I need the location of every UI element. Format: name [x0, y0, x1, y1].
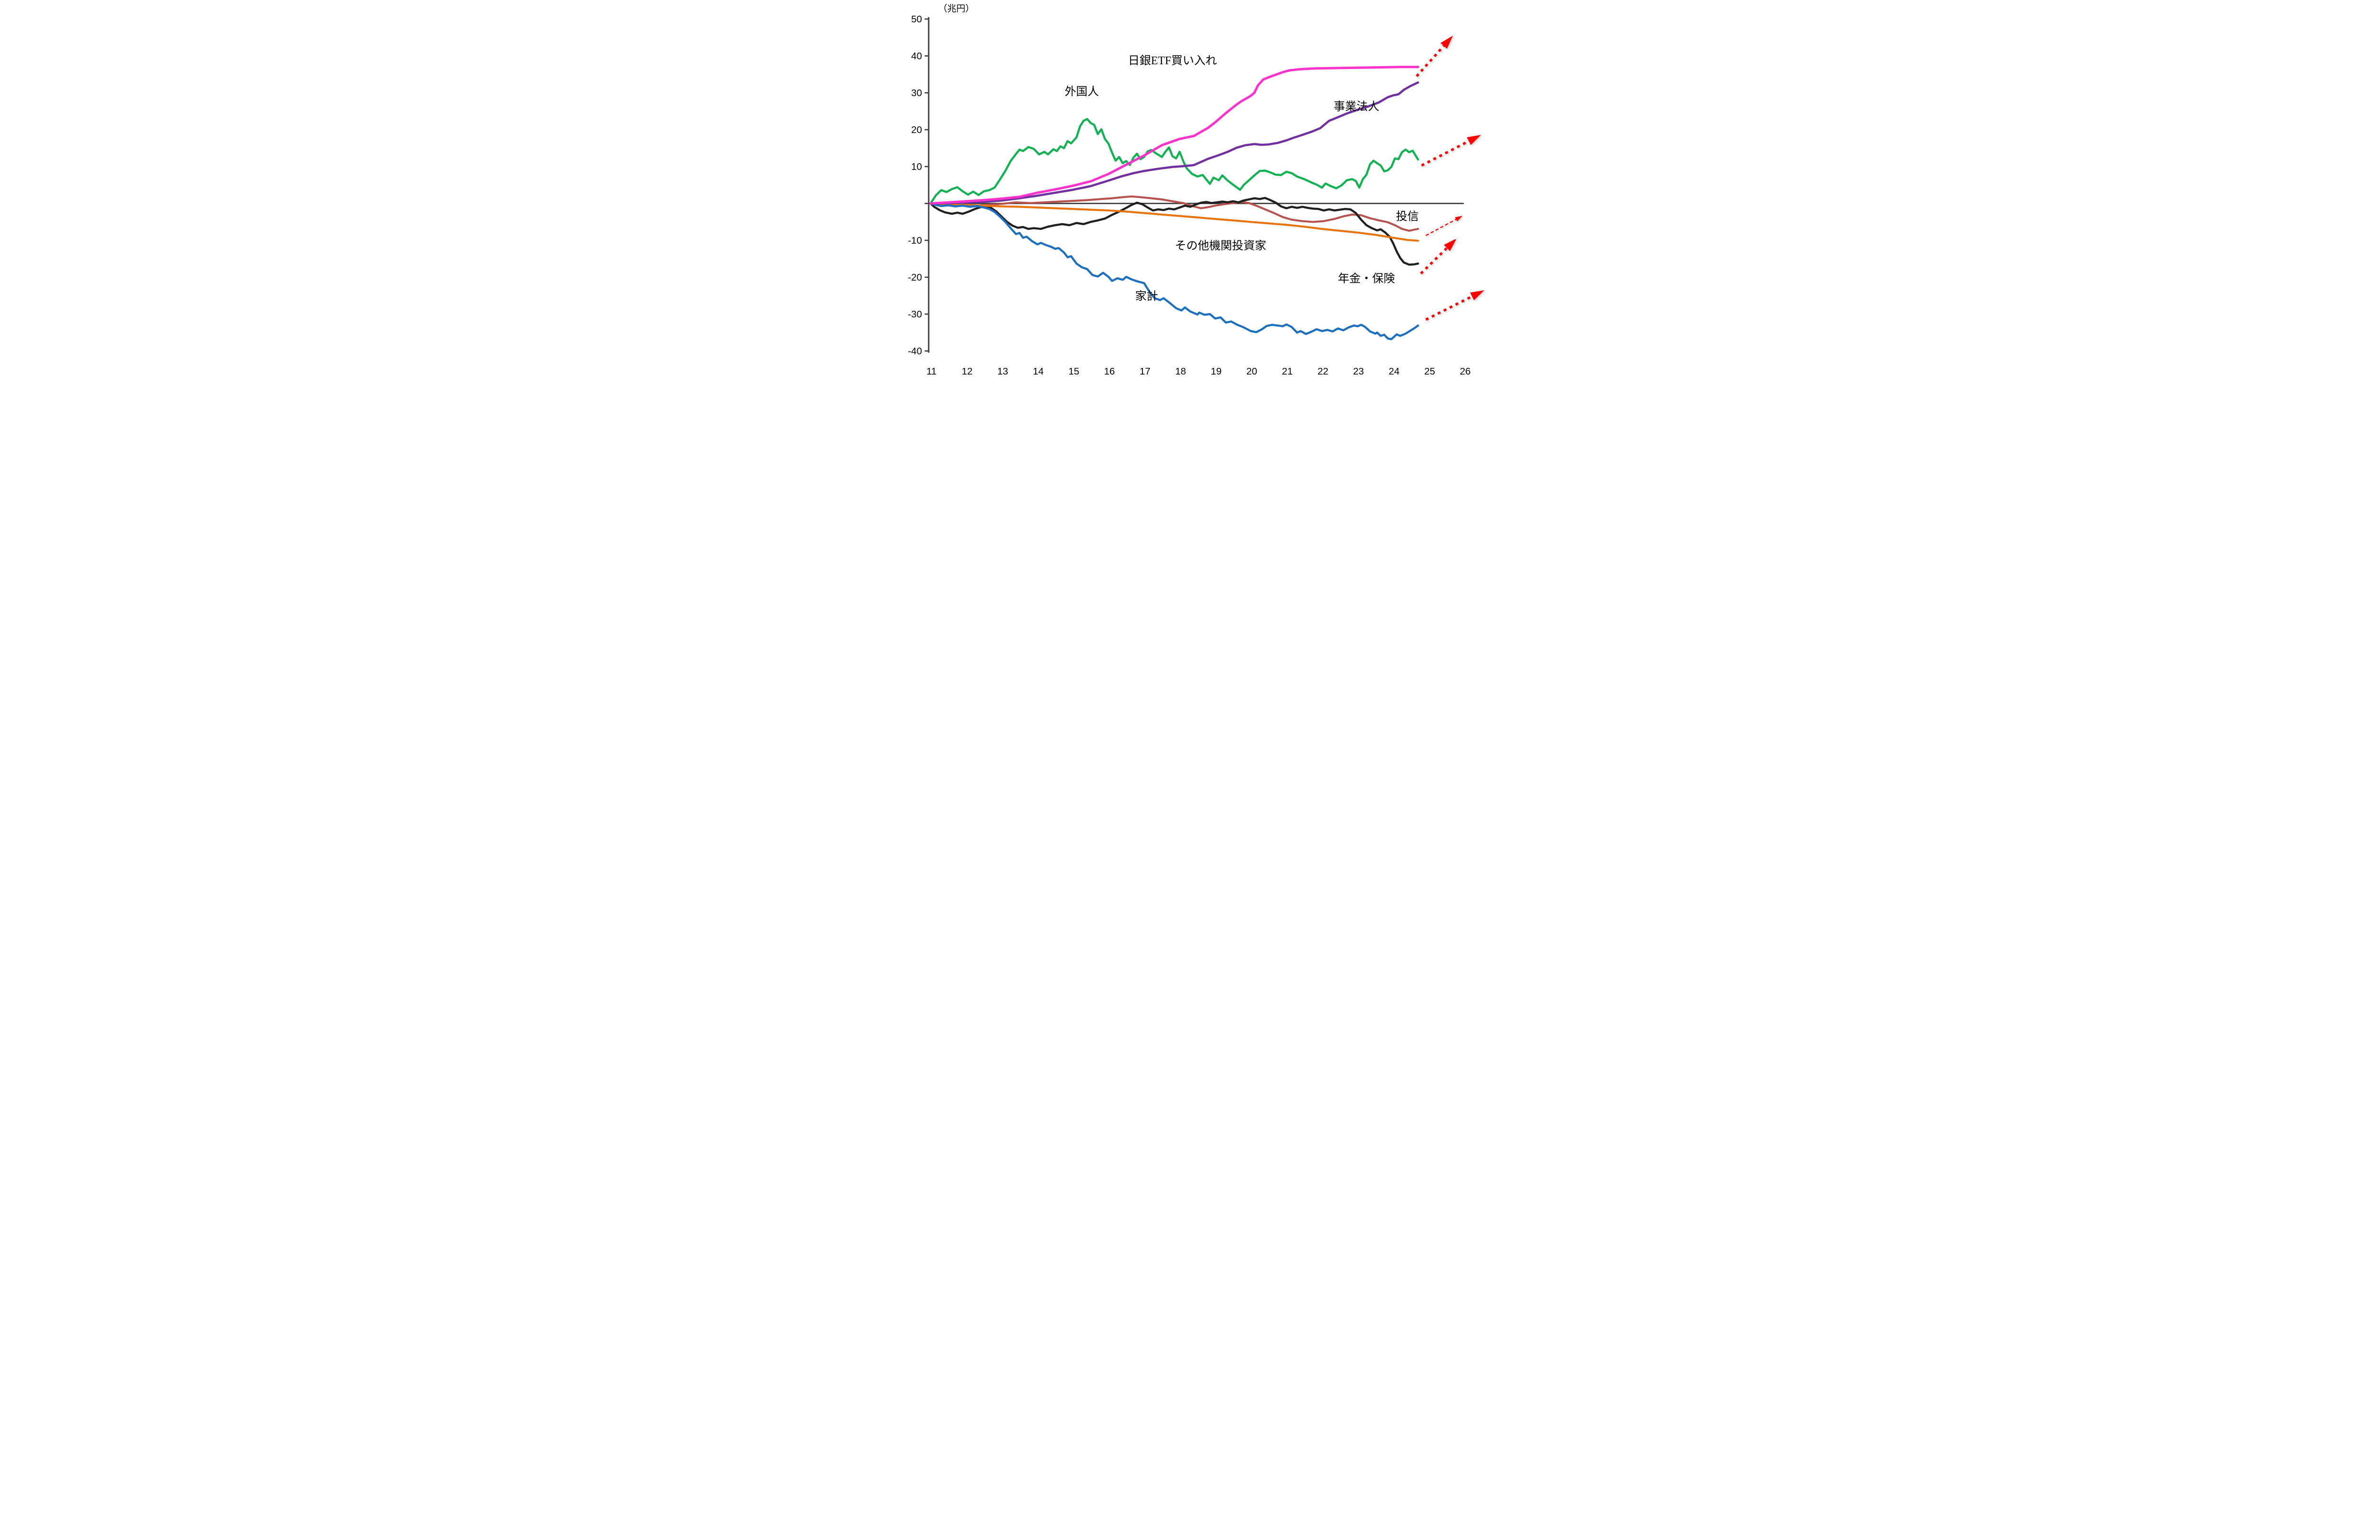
x-tick-label-24: 24 [1388, 366, 1399, 377]
series-line-foreigners [929, 118, 1419, 205]
forecast-arrow-foreigners-arrow [1421, 135, 1481, 167]
annotation-label-boj-etf: 日銀ETF買い入れ [1128, 54, 1217, 67]
x-tick-label-13: 13 [997, 366, 1008, 377]
line-chart: 50 40 30 20 10 -10 -20 -30 -40 （兆円） 11 12 13 14 15 16 17… [908, 3, 1485, 377]
x-tick-label-15: 15 [1069, 366, 1080, 377]
x-tick-label-11: 11 [926, 366, 936, 377]
series-line-pension-insurance [929, 197, 1419, 266]
x-tick-label-23: 23 [1353, 366, 1364, 377]
x-tick-label-17: 17 [1140, 366, 1150, 377]
chart-container: 50 40 30 20 10 -10 -20 -30 -40 （兆円） 11 12 13 14 15 16 17… [892, 0, 1488, 385]
x-tick-label-25: 25 [1424, 366, 1435, 377]
series-line-other-institutions [929, 202, 1419, 242]
y-axis-unit-label: （兆円） [938, 3, 974, 14]
annotation-label-invest-trusts: 投信 [1396, 210, 1419, 223]
y-tick-label-30: 30 [911, 88, 922, 99]
y-tick-label--10: -10 [908, 235, 922, 246]
forecast-arrow-corporations-arrow [1416, 35, 1453, 77]
y-tick-label--30: -30 [908, 309, 922, 320]
x-tick-label-19: 19 [1211, 366, 1222, 377]
x-tick-label-16: 16 [1104, 366, 1115, 377]
y-tick-label-50: 50 [911, 14, 922, 25]
x-tick-label-21: 21 [1282, 366, 1293, 377]
annotation-label-other-institutions: その他機関投資家 [1175, 239, 1266, 252]
y-tick-label-40: 40 [911, 51, 922, 62]
x-tick-label-14: 14 [1033, 366, 1044, 377]
annotation-label-households: 家計 [1135, 290, 1158, 303]
annotation-label-pension-insurance: 年金・保険 [1338, 272, 1395, 285]
series-line-corporations [929, 81, 1419, 205]
forecast-arrow-households-arrow [1425, 290, 1485, 321]
x-tick-label-18: 18 [1175, 366, 1186, 377]
annotation-label-corporations: 事業法人 [1334, 100, 1379, 113]
series-line-invest-trusts [929, 195, 1419, 232]
forecast-arrow-invest-trusts-arrow [1425, 216, 1463, 236]
y-tick-label-10: 10 [911, 161, 922, 172]
x-tick-label-26: 26 [1460, 366, 1471, 377]
series-line-boj-etf [929, 66, 1419, 205]
annotation-label-foreigners: 外国人 [1065, 85, 1099, 98]
y-tick-label-20: 20 [911, 125, 922, 136]
x-tick-label-22: 22 [1318, 366, 1329, 377]
forecast-arrow-pension-insurance-arrow [1420, 238, 1457, 275]
x-tick-label-20: 20 [1246, 366, 1257, 377]
y-tick-label--20: -20 [908, 272, 922, 283]
y-tick-label--40: -40 [908, 346, 922, 357]
x-tick-label-12: 12 [962, 366, 972, 377]
series-line-households [929, 202, 1419, 340]
